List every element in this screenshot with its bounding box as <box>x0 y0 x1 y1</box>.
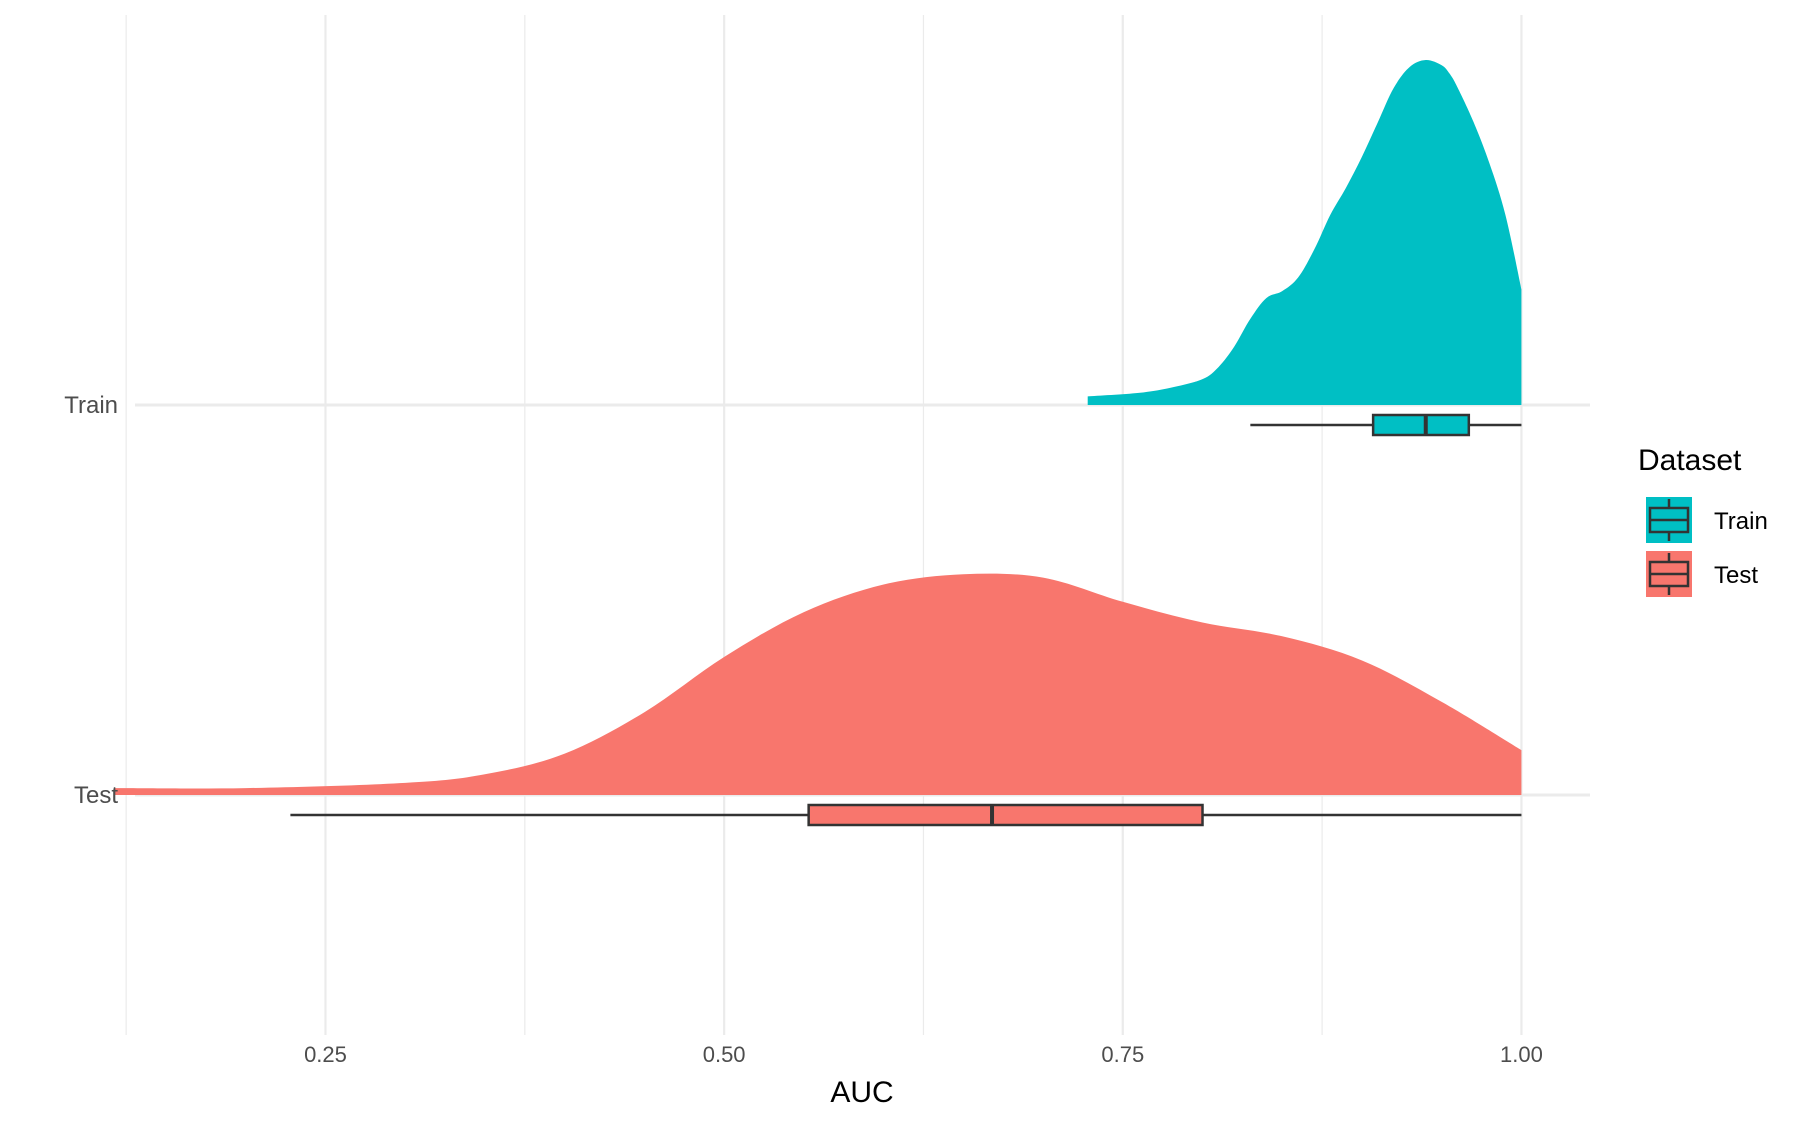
legend-label-train: Train <box>1714 508 1768 535</box>
box-iqr <box>1371 413 1471 437</box>
x-tick-label: 0.75 <box>1101 1042 1144 1067</box>
legend-items: Train Test <box>1646 497 1768 597</box>
x-axis-title: AUC <box>830 1076 893 1109</box>
legend-label-test: Test <box>1714 562 1758 589</box>
boxplot-train <box>1250 413 1522 437</box>
box-layer <box>290 413 1522 827</box>
density-train <box>1087 59 1522 406</box>
x-tick-label: 0.50 <box>703 1042 746 1067</box>
legend-title: Dataset <box>1638 444 1742 477</box>
density-test <box>115 573 1522 795</box>
x-tick-label: 0.25 <box>304 1042 347 1067</box>
legend-item-train: Train <box>1646 497 1768 543</box>
boxplot-test <box>290 803 1522 827</box>
x-tick-label: 1.00 <box>1500 1042 1543 1067</box>
box-iqr <box>807 803 1204 827</box>
y-label-layer: Train Test <box>64 392 118 809</box>
y-tick-label-train: Train <box>64 392 118 419</box>
y-tick-label-test: Test <box>74 782 118 809</box>
legend: Dataset Train Test <box>1638 444 1768 597</box>
legend-item-test: Test <box>1646 551 1758 597</box>
density-layer <box>115 59 1522 795</box>
x-label-layer: 0.25 0.50 0.75 1.00 <box>304 1042 1543 1067</box>
